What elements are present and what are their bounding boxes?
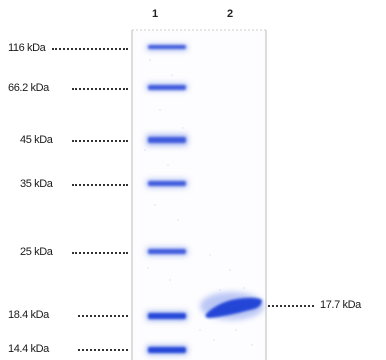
lane-label-2: 2: [226, 8, 234, 20]
marker-label-116: 116 kDa: [8, 42, 46, 54]
marker-band-45: [146, 134, 188, 146]
marker-band-25: [146, 247, 188, 256]
marker-band-66: [146, 83, 188, 91]
marker-label-66: 66.2 kDa: [8, 82, 49, 94]
marker-label-35: 35 kDa: [20, 178, 53, 190]
lane-label-1: 1: [151, 8, 159, 20]
marker-leader-35: [72, 184, 128, 186]
marker-label-14: 14.4 kDa: [8, 343, 49, 355]
sample-leader: [268, 305, 314, 307]
marker-leader-45: [72, 140, 128, 142]
marker-label-25: 25 kDa: [20, 246, 53, 258]
lane-1-bands: [146, 44, 188, 355]
marker-leader-14: [78, 349, 128, 351]
marker-leader-66: [72, 88, 128, 90]
sample-band-label: 17.7 kDa: [320, 299, 361, 311]
marker-leader-18: [78, 315, 128, 317]
marker-band-14: [146, 345, 188, 355]
marker-leader-116: [52, 48, 128, 50]
marker-leader-25: [72, 252, 128, 254]
marker-label-45: 45 kDa: [20, 134, 53, 146]
lane-2-sample-band: [200, 292, 264, 320]
marker-band-35: [146, 179, 188, 188]
marker-band-18: [146, 311, 188, 321]
marker-label-18: 18.4 kDa: [8, 309, 49, 321]
marker-band-116: [146, 44, 188, 51]
